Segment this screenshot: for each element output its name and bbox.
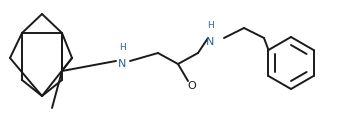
Text: H: H xyxy=(119,43,125,52)
Text: N: N xyxy=(118,59,126,69)
Text: N: N xyxy=(206,37,214,47)
Text: O: O xyxy=(188,81,196,91)
Text: H: H xyxy=(207,21,213,30)
